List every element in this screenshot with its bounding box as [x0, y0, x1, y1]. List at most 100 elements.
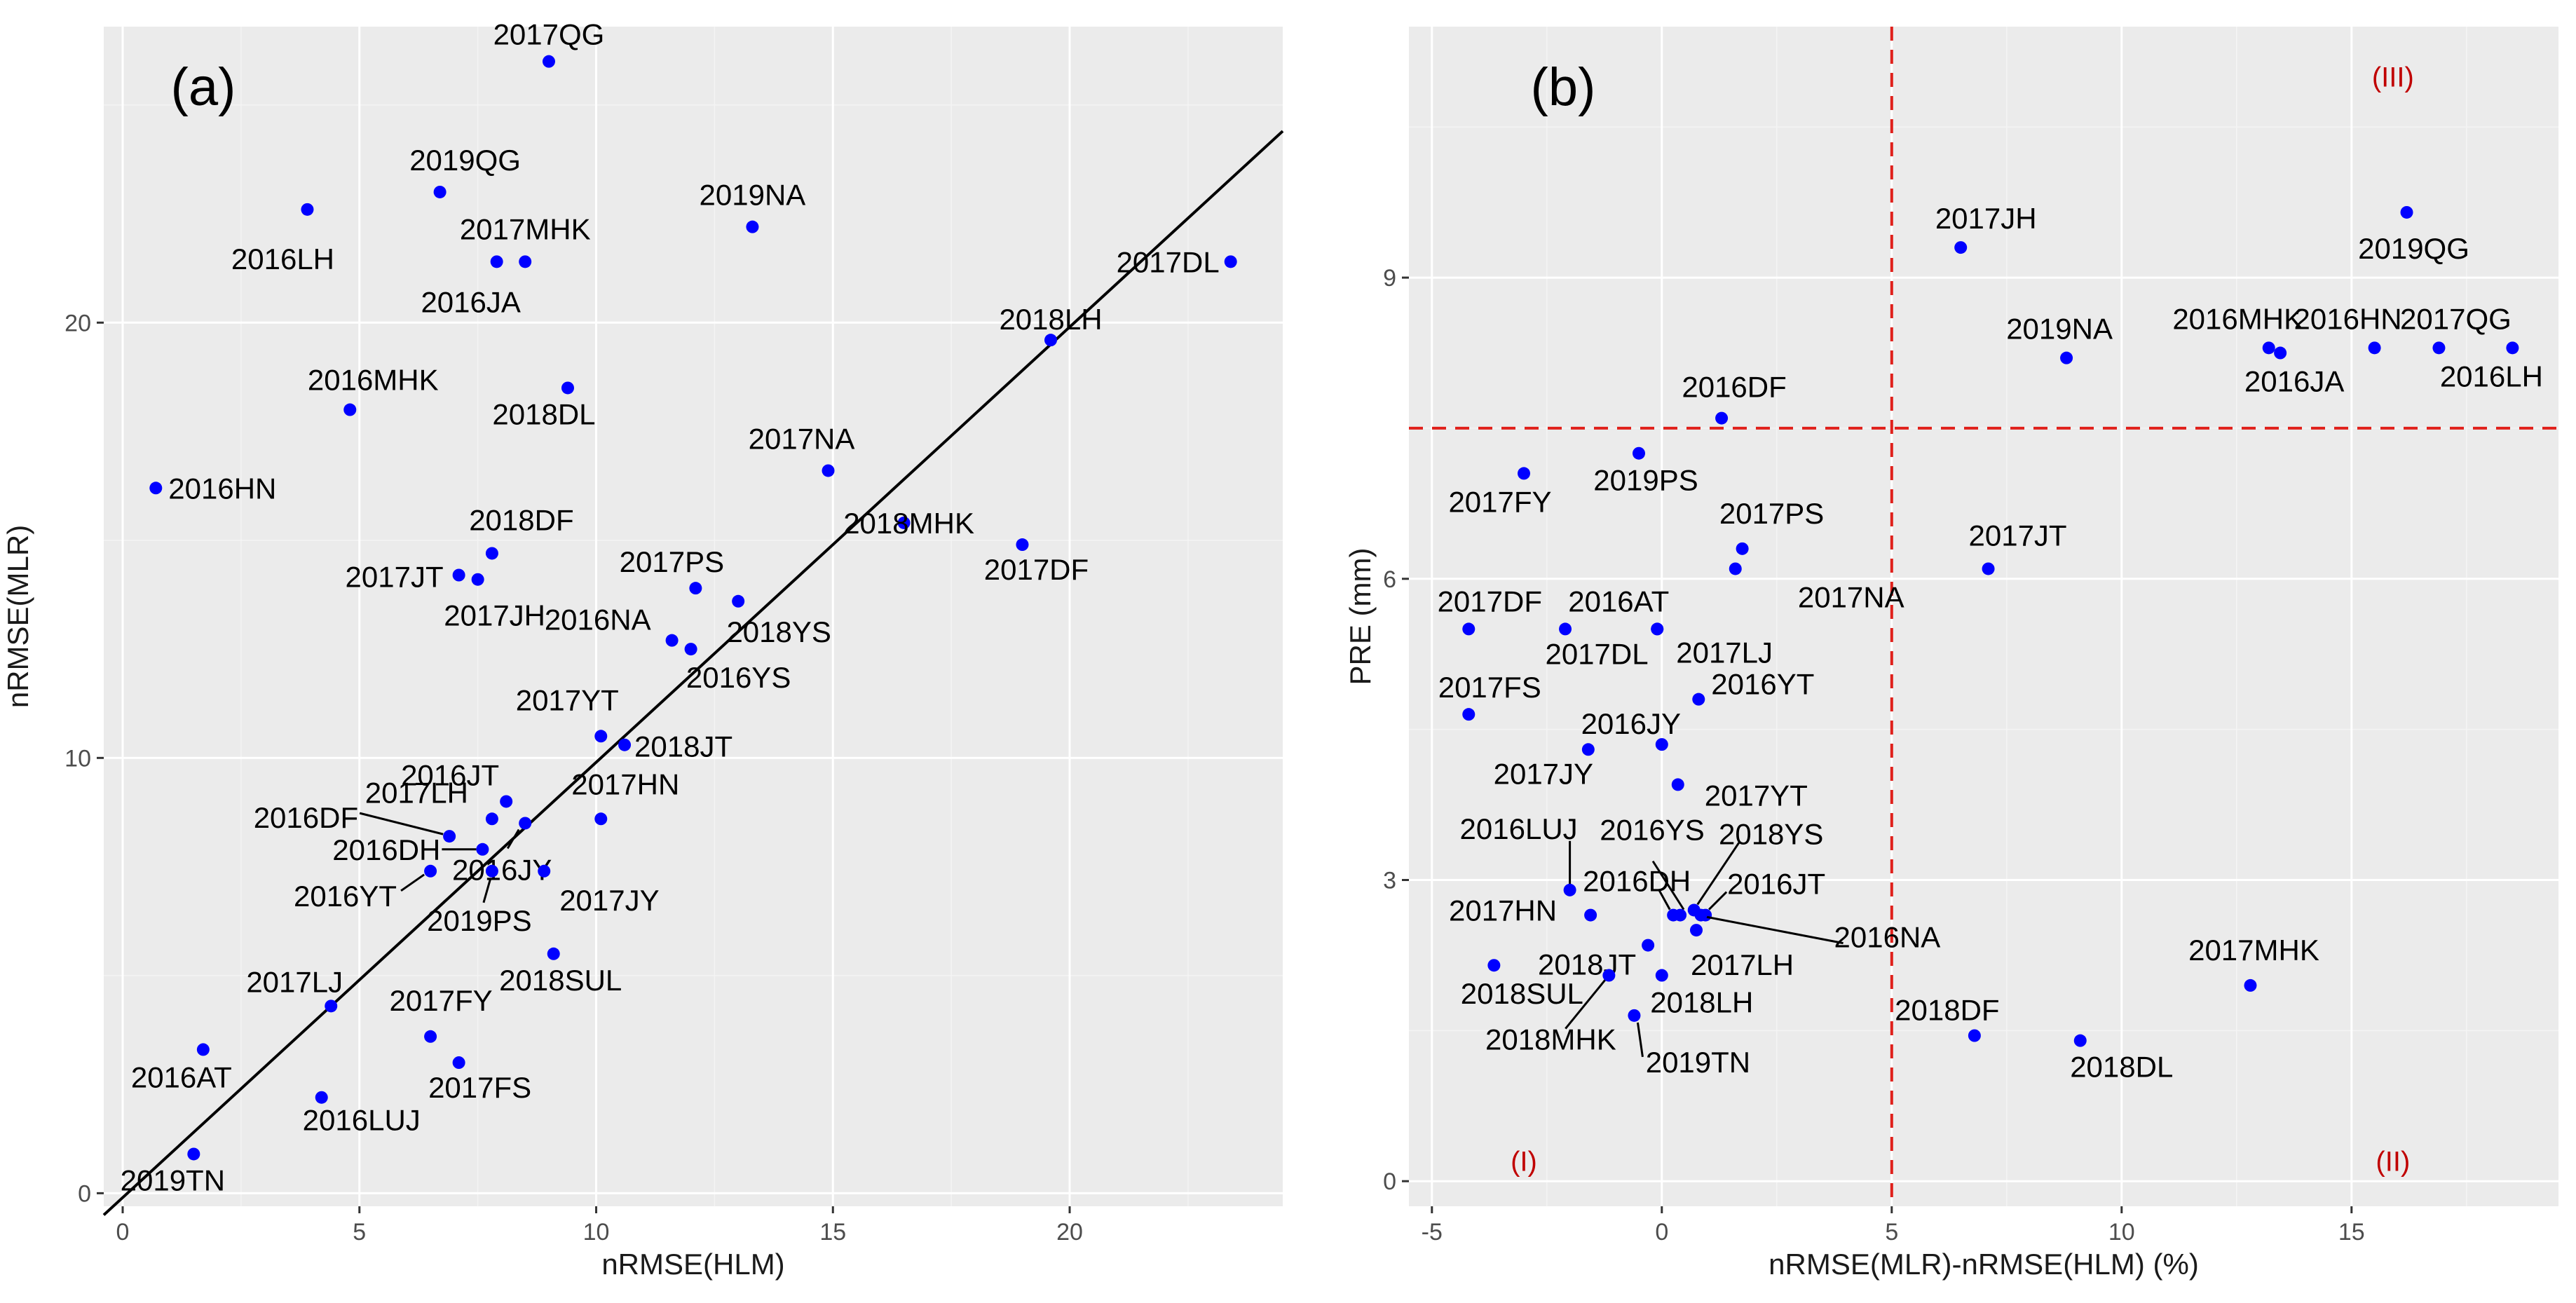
point-2017fs: [1462, 708, 1476, 721]
x-axis-title: nRMSE(MLR)-nRMSE(HLM) (%): [1769, 1248, 2199, 1281]
point-label: 2017LH: [365, 776, 468, 809]
point-label: 2018DL: [2070, 1051, 2173, 1084]
x-tick-label: -5: [1422, 1219, 1443, 1246]
point-label: 2017NA: [1798, 580, 1904, 613]
point-2019na: [2060, 351, 2073, 364]
point-2018df: [485, 547, 498, 560]
point-label: 2017QG: [2400, 302, 2512, 335]
point-2016yt: [424, 864, 437, 878]
point-label: 2016LUJ: [303, 1104, 421, 1137]
point-label: 2019NA: [2006, 313, 2113, 346]
point-2016luj: [315, 1091, 328, 1104]
point-2017fs: [452, 1056, 465, 1070]
point-label: 2018LH: [999, 303, 1102, 336]
point-label: 2017JY: [559, 884, 659, 917]
point-2016na: [1694, 908, 1708, 922]
point-label: 2018SUL: [499, 964, 622, 997]
point-label: 2017PS: [1719, 497, 1824, 530]
point-2016jt: [500, 795, 513, 808]
label-leader-line: [359, 812, 444, 835]
point-2017jy: [1581, 743, 1595, 756]
point-2018sul: [547, 947, 560, 960]
point-2018lh: [1044, 334, 1058, 347]
point-label: 2016MHK: [2172, 302, 2303, 335]
point-2017ps: [1736, 542, 1749, 555]
point-label: 2017JH: [444, 599, 545, 632]
point-label: 2016AT: [1568, 585, 1669, 618]
y-tick-label: 10: [64, 745, 91, 772]
point-2017hn: [1584, 908, 1597, 922]
point-label: 2019QG: [409, 144, 521, 177]
point-2017na: [822, 464, 835, 477]
point-label: 2016LH: [231, 243, 334, 275]
point-2017jh: [471, 573, 484, 586]
point-label: 2016JT: [401, 758, 499, 791]
point-2016ys: [684, 643, 697, 656]
point-2016luj: [1563, 883, 1576, 896]
point-2017fy: [1518, 467, 1530, 480]
label-leader-line: [1704, 915, 1844, 945]
x-tick-label: 15: [819, 1219, 846, 1246]
x-tick-label: 20: [1056, 1219, 1083, 1246]
point-label: 2016JY: [1581, 707, 1681, 740]
point-2017df: [1016, 538, 1029, 552]
point-2018jt: [1642, 939, 1655, 952]
point-2016mhk: [343, 403, 357, 416]
point-2017fy: [424, 1030, 437, 1043]
point-2017na: [1729, 562, 1742, 575]
x-tick-label: 10: [583, 1219, 610, 1246]
point-label: 2018YS: [1719, 817, 1823, 850]
label-leader-line: [1696, 842, 1740, 906]
point-2017lh: [1690, 924, 1703, 937]
label-leader-line: [1657, 888, 1671, 910]
point-2017ps: [689, 582, 702, 595]
point-label: 2019QG: [2358, 232, 2469, 265]
point-label: 2019NA: [700, 179, 806, 212]
point-label: 2016JA: [421, 285, 520, 318]
point-label: 2017HN: [1449, 894, 1557, 927]
point-2018mhk: [1602, 969, 1616, 982]
one-to-one-line: [102, 130, 1284, 1216]
x-tick-label: 0: [1655, 1219, 1668, 1246]
point-2016df: [443, 830, 456, 843]
plot-background: [1409, 27, 2558, 1206]
point-2016mhk: [2262, 341, 2275, 355]
point-2016at: [196, 1043, 210, 1056]
point-2017jt: [452, 568, 465, 582]
y-axis-title: nRMSE(MLR): [1, 525, 34, 708]
point-2018sul: [1487, 959, 1501, 972]
point-2017jh: [1954, 241, 1968, 254]
plot-background: [104, 27, 1283, 1206]
point-label: 2019TN: [1646, 1046, 1750, 1079]
y-tick-label: 3: [1383, 867, 1396, 894]
point-label: 2019PS: [427, 904, 531, 937]
point-label: 2018LH: [1650, 986, 1753, 1019]
point-2018ys: [732, 594, 745, 608]
panel-b: -5 0 5 10 15 0 3 6 9 (I) (II) (III) 2017JH 2019QG 2019…: [1344, 27, 2558, 1281]
point-2016lh: [2506, 341, 2519, 355]
point-label: 2017LJ: [1676, 636, 1773, 669]
x-axis-title: nRMSE(HLM): [601, 1248, 784, 1281]
label-leader-line: [1636, 1022, 1644, 1058]
point-label: 2018MHK: [843, 507, 974, 540]
point-label: 2016DF: [254, 801, 358, 834]
point-2018dl: [2073, 1034, 2087, 1047]
point-label: 2017YT: [1705, 779, 1808, 812]
y-tick-label: 0: [1383, 1168, 1396, 1195]
point-2017jt: [1982, 562, 1995, 575]
point-2016dh: [1667, 908, 1680, 922]
quadrant-label: (III): [2372, 62, 2414, 93]
panel-tag: (a): [171, 57, 236, 117]
point-label: 2018JT: [634, 730, 732, 763]
point-label: 2016HN: [2294, 302, 2402, 335]
point-2017dl: [1559, 622, 1572, 636]
point-label: 2017PS: [620, 545, 724, 578]
point-label: 2018SUL: [1461, 977, 1583, 1010]
panel-a: 0 5 10 15 20 0 10 20 2017QG 2016LH 2019QG 2019NA 201…: [1, 18, 1284, 1281]
point-label: 2016LUJ: [1460, 812, 1578, 845]
x-tick-label: 15: [2338, 1219, 2365, 1246]
point-label: 2016MHK: [308, 364, 439, 397]
point-label: 2018YS: [726, 615, 831, 648]
point-2018dl: [561, 381, 574, 395]
